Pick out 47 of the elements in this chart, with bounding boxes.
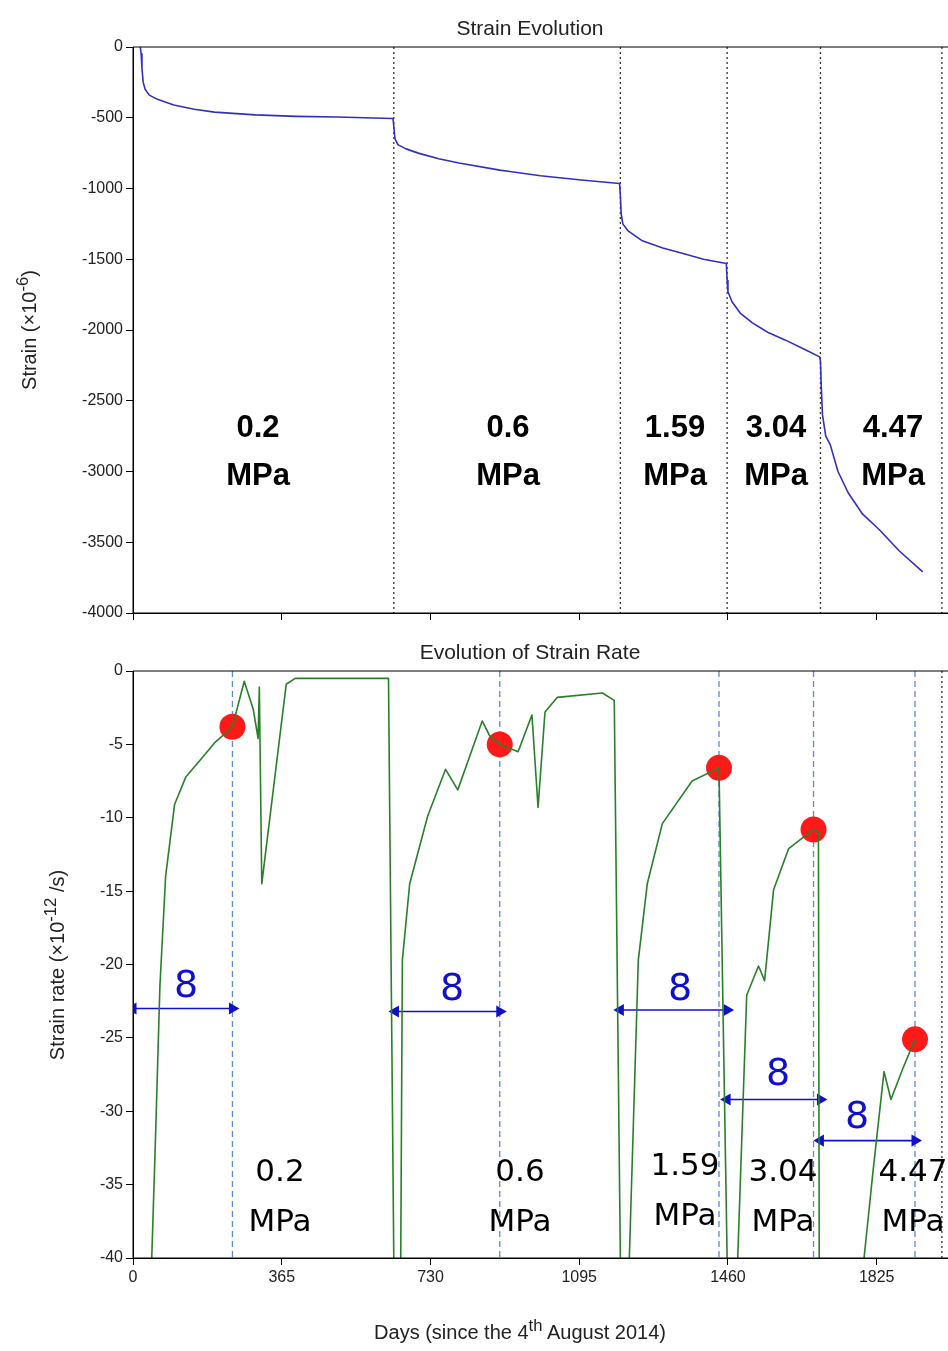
x-tick-label: 1825 — [858, 1268, 895, 1286]
annotation: 0.6 MPa — [488, 1152, 552, 1239]
x-axis-title: Days (since the 4$^{th}$ August 2014) — [374, 1316, 666, 1344]
y-tick-label: -10 — [99, 808, 124, 826]
annotation: 8 — [765, 1049, 791, 1094]
annotation: 0.6 MPa — [476, 408, 541, 492]
annotation: 8 — [844, 1092, 870, 1137]
y-tick-label: -500 — [90, 108, 124, 126]
chart-title: Strain Evolution — [456, 16, 604, 40]
annotation: 1.59 MPa — [643, 408, 708, 492]
y-tick-label: -35 — [99, 1175, 124, 1193]
x-tick-label: 1460 — [710, 1268, 746, 1286]
annotation: 0.2 MPa — [226, 408, 291, 492]
annotation: 3.04 MPa — [744, 408, 809, 492]
y-tick-label: -1500 — [82, 249, 124, 267]
y-tick-label: -15 — [99, 881, 124, 899]
x-tick-label: 365 — [268, 1268, 296, 1286]
y-tick-label: -30 — [99, 1101, 124, 1119]
y-tick-label: 0 — [114, 37, 124, 55]
point — [901, 1026, 928, 1053]
annotation: 8 — [667, 964, 693, 1009]
chart-title: Evolution of Strain Rate — [419, 640, 641, 664]
y-tick-label: -25 — [99, 1028, 124, 1046]
annotation: 4.47 MPa — [878, 1152, 948, 1239]
annotation: 4.47 MPa — [861, 408, 926, 492]
point — [705, 754, 732, 781]
point — [486, 731, 513, 758]
x-tick-label: 730 — [417, 1268, 444, 1286]
y-tick-label: -3000 — [82, 461, 124, 479]
point — [800, 816, 827, 843]
x-tick-label: 0 — [128, 1268, 138, 1286]
annotation: 1.59 MPa — [650, 1146, 720, 1233]
annotation: 0.2 MPa — [248, 1152, 312, 1239]
point — [219, 713, 246, 740]
y-tick-label: -4000 — [82, 603, 124, 621]
y-tick-label: -40 — [99, 1248, 124, 1266]
annotation: 8 — [173, 961, 199, 1006]
y-tick-label: -20 — [99, 954, 124, 972]
annotation: 3.04 MPa — [748, 1152, 818, 1239]
y-tick-label: -1000 — [82, 178, 124, 196]
y-tick-label: -5 — [108, 734, 124, 752]
y-tick-label: -3500 — [82, 532, 124, 550]
y-tick-label: -2500 — [82, 391, 124, 409]
annotation: 8 — [439, 964, 465, 1009]
x-tick-label: 1095 — [561, 1268, 598, 1286]
y-tick-label: 0 — [114, 661, 124, 679]
y-tick-label: -2000 — [82, 320, 124, 338]
